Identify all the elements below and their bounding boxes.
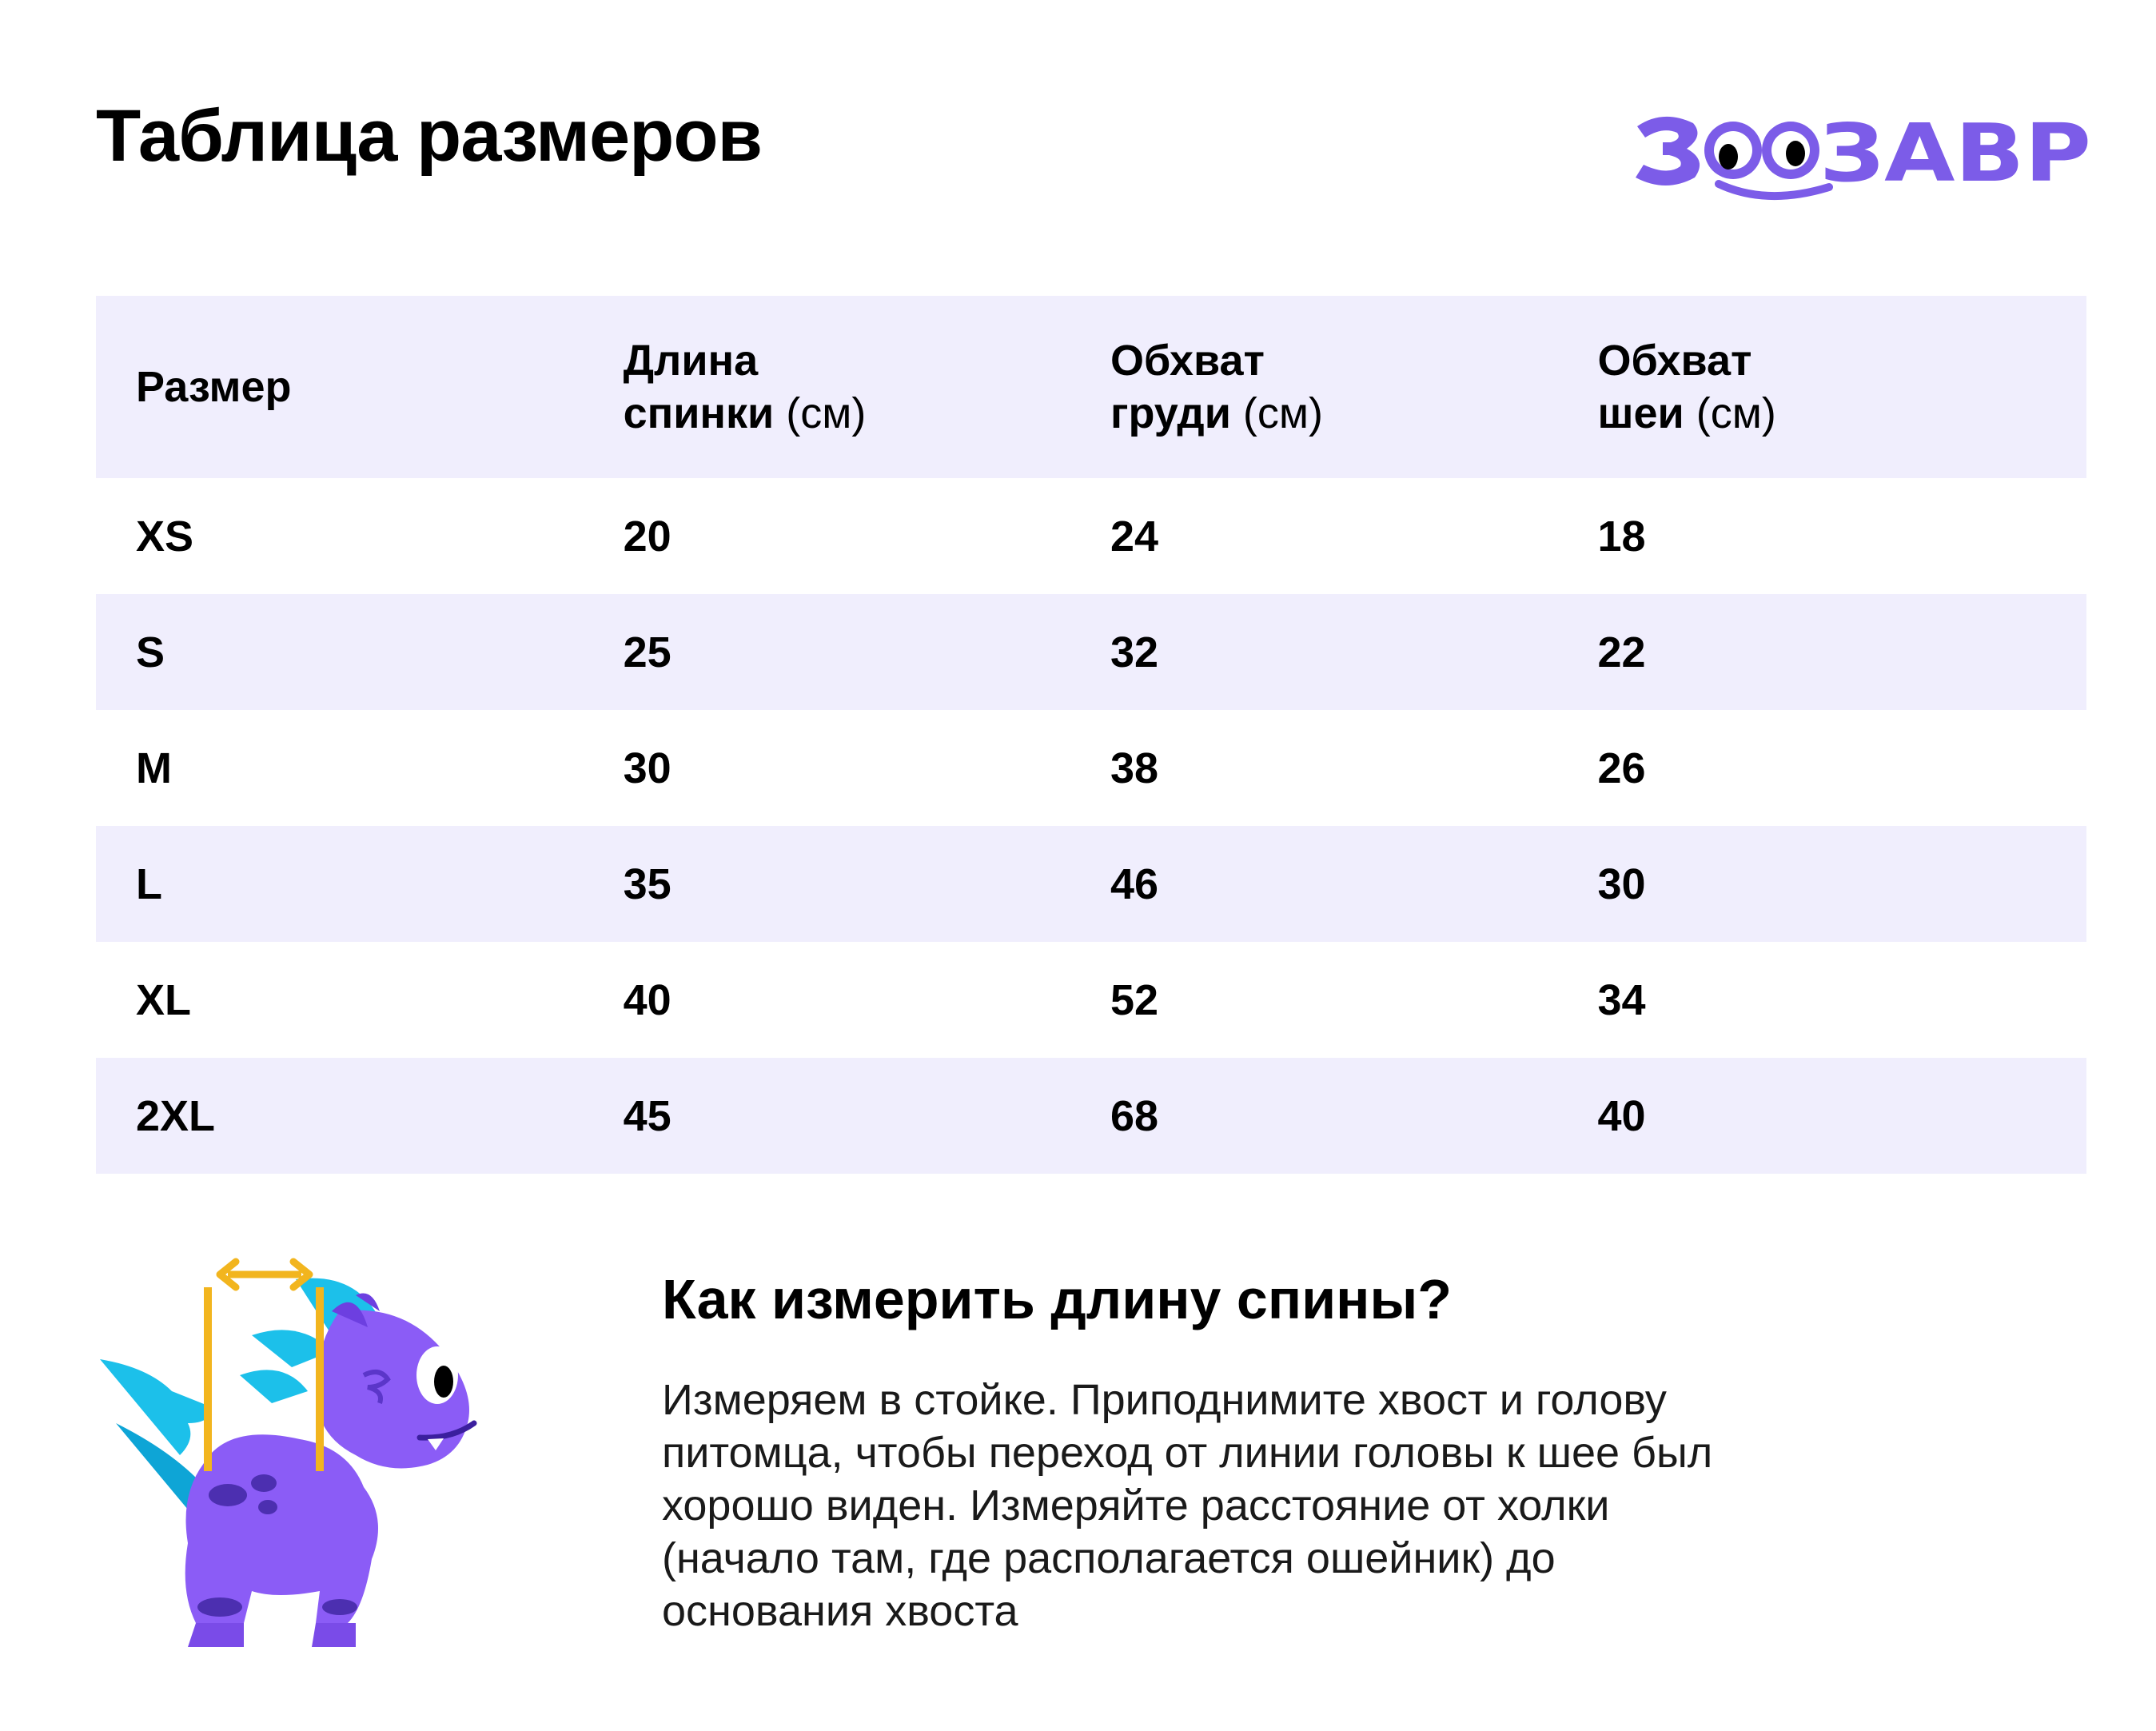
cell-neck-girth: 18 [1597,512,1646,560]
info-line: основания хвоста [662,1587,1018,1635]
info-title: Как измерить длину спины? [662,1268,1452,1330]
header-chest-girth: Обхват груди (см) [1110,337,1324,437]
cell-back-length: 40 [623,975,672,1024]
info-line: питомца, чтобы переход от линии головы к… [662,1429,1713,1477]
cell-size: S [136,628,165,676]
info-line: Измеряем в стойке. Приподнимите хвост и … [662,1376,1667,1424]
table-row: XS 20 24 18 [96,478,2086,594]
info-line: хорошо виден. Измеряйте расстояние от хо… [662,1482,1610,1530]
header-back-length: Длина спинки (см) [623,337,867,437]
cell-size: XS [136,512,194,560]
cell-neck-girth: 30 [1597,860,1646,908]
cell-chest-girth: 46 [1110,860,1159,908]
info-line: (начало там, где располагается ошейник) … [662,1534,1556,1582]
dinosaur-mascot-icon [100,1258,477,1647]
zoozavr-logo: ЗАВР [1636,106,2091,201]
cell-size: M [136,744,172,792]
table-row: L 35 46 30 [96,826,2086,942]
cell-chest-girth: 52 [1110,975,1159,1024]
table-row: M 30 38 26 [96,710,2086,826]
logo-smile [1715,180,1833,201]
logo-text: ЗАВР [1819,106,2091,200]
table-row: XL 40 52 34 [96,942,2086,1058]
cell-back-length: 25 [623,628,672,676]
cell-neck-girth: 26 [1597,744,1646,792]
table-row: 2XL 45 68 40 [96,1058,2086,1174]
cell-chest-girth: 24 [1110,512,1159,560]
header-size: Размер [136,363,292,411]
cell-back-length: 45 [623,1091,672,1140]
table-row: S 25 32 22 [96,594,2086,710]
cell-neck-girth: 40 [1597,1091,1646,1140]
cell-neck-girth: 22 [1597,628,1646,676]
cell-neck-girth: 34 [1597,975,1646,1024]
cell-chest-girth: 68 [1110,1091,1159,1140]
size-table: Размер Длина спинки (см) Обхват груди (с… [96,296,2086,1174]
header-neck-girth: Обхват шеи (см) [1597,337,1776,437]
cell-back-length: 35 [623,860,672,908]
double-arrow-icon [204,1258,324,1471]
cell-chest-girth: 32 [1110,628,1159,676]
table-header-row: Размер Длина спинки (см) Обхват груди (с… [96,296,2086,478]
info-text: Измеряем в стойке. Приподнимите хвост и … [662,1374,1957,1637]
cell-size: L [136,860,162,908]
cell-back-length: 30 [623,744,672,792]
page-title: Таблица размеров [96,95,763,177]
logo-letter-z [1636,116,1700,185]
cell-chest-girth: 38 [1110,744,1159,792]
cell-size: 2XL [136,1091,216,1140]
cell-back-length: 20 [623,512,672,560]
cell-size: XL [136,975,192,1024]
